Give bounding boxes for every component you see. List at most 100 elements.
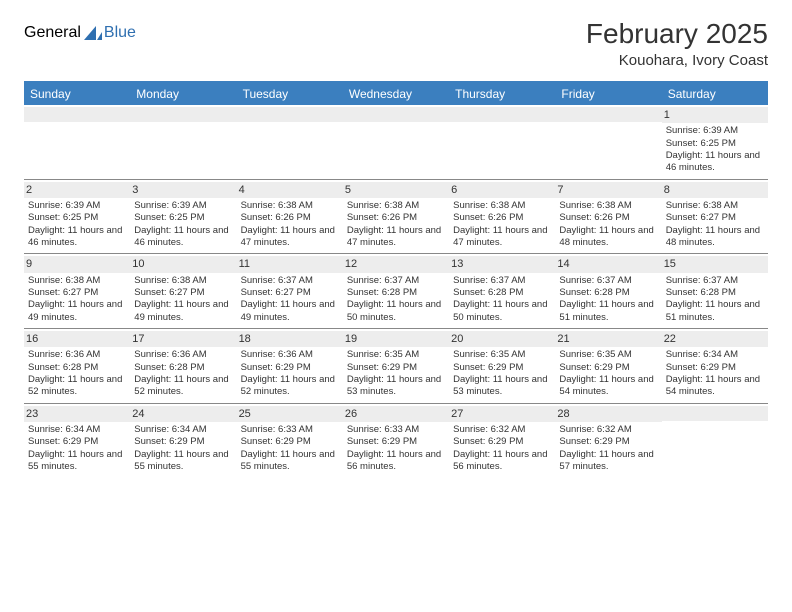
sunrise-text: Sunrise: 6:38 AM — [241, 200, 339, 212]
day-cell: 20Sunrise: 6:35 AMSunset: 6:29 PMDayligh… — [449, 329, 555, 403]
sunset-text: Sunset: 6:29 PM — [453, 362, 551, 374]
day-number: 18 — [237, 331, 343, 347]
sunset-text: Sunset: 6:28 PM — [559, 287, 657, 299]
sunset-text: Sunset: 6:26 PM — [453, 212, 551, 224]
day-cell — [555, 105, 661, 179]
day-cell: 3Sunrise: 6:39 AMSunset: 6:25 PMDaylight… — [130, 180, 236, 254]
sunset-text: Sunset: 6:28 PM — [666, 287, 764, 299]
day-number: 16 — [24, 331, 130, 347]
sunrise-text: Sunrise: 6:38 AM — [666, 200, 764, 212]
sunrise-text: Sunrise: 6:38 AM — [453, 200, 551, 212]
title-block: February 2025 Kouohara, Ivory Coast — [586, 18, 768, 69]
logo: General Blue — [24, 24, 136, 42]
week-row: 9Sunrise: 6:38 AMSunset: 6:27 PMDaylight… — [24, 253, 768, 328]
day-cell — [343, 105, 449, 179]
week-row: 2Sunrise: 6:39 AMSunset: 6:25 PMDaylight… — [24, 179, 768, 254]
daylight-text: Daylight: 11 hours and 50 minutes. — [347, 299, 445, 324]
sunset-text: Sunset: 6:29 PM — [241, 436, 339, 448]
sunrise-text: Sunrise: 6:39 AM — [134, 200, 232, 212]
day-number: 5 — [343, 182, 449, 198]
day-number: 28 — [555, 406, 661, 422]
sunrise-text: Sunrise: 6:34 AM — [666, 349, 764, 361]
day-cell: 15Sunrise: 6:37 AMSunset: 6:28 PMDayligh… — [662, 254, 768, 328]
sunset-text: Sunset: 6:29 PM — [666, 362, 764, 374]
day-cell: 14Sunrise: 6:37 AMSunset: 6:28 PMDayligh… — [555, 254, 661, 328]
daylight-text: Daylight: 11 hours and 53 minutes. — [347, 374, 445, 399]
day-cell: 12Sunrise: 6:37 AMSunset: 6:28 PMDayligh… — [343, 254, 449, 328]
sunset-text: Sunset: 6:29 PM — [559, 362, 657, 374]
day-header: Sunday — [24, 83, 130, 105]
day-header: Tuesday — [237, 83, 343, 105]
daylight-text: Daylight: 11 hours and 54 minutes. — [559, 374, 657, 399]
sunset-text: Sunset: 6:25 PM — [28, 212, 126, 224]
location: Kouohara, Ivory Coast — [586, 52, 768, 69]
day-number — [555, 107, 661, 122]
daylight-text: Daylight: 11 hours and 52 minutes. — [241, 374, 339, 399]
sunrise-text: Sunrise: 6:36 AM — [28, 349, 126, 361]
day-cell — [449, 105, 555, 179]
week-row: 1Sunrise: 6:39 AMSunset: 6:25 PMDaylight… — [24, 105, 768, 179]
sunrise-text: Sunrise: 6:38 AM — [134, 275, 232, 287]
day-cell: 6Sunrise: 6:38 AMSunset: 6:26 PMDaylight… — [449, 180, 555, 254]
day-number: 15 — [662, 256, 768, 272]
day-number: 26 — [343, 406, 449, 422]
day-cell: 8Sunrise: 6:38 AMSunset: 6:27 PMDaylight… — [662, 180, 768, 254]
day-header: Thursday — [449, 83, 555, 105]
sunset-text: Sunset: 6:28 PM — [28, 362, 126, 374]
daylight-text: Daylight: 11 hours and 46 minutes. — [666, 150, 764, 175]
daylight-text: Daylight: 11 hours and 54 minutes. — [666, 374, 764, 399]
sunrise-text: Sunrise: 6:35 AM — [453, 349, 551, 361]
sunrise-text: Sunrise: 6:36 AM — [134, 349, 232, 361]
day-number: 19 — [343, 331, 449, 347]
sunset-text: Sunset: 6:29 PM — [347, 362, 445, 374]
sunset-text: Sunset: 6:26 PM — [559, 212, 657, 224]
day-number — [130, 107, 236, 122]
week-row: 16Sunrise: 6:36 AMSunset: 6:28 PMDayligh… — [24, 328, 768, 403]
day-header: Friday — [555, 83, 661, 105]
daylight-text: Daylight: 11 hours and 55 minutes. — [28, 449, 126, 474]
day-cell: 23Sunrise: 6:34 AMSunset: 6:29 PMDayligh… — [24, 404, 130, 478]
daylight-text: Daylight: 11 hours and 56 minutes. — [347, 449, 445, 474]
day-number: 4 — [237, 182, 343, 198]
sunrise-text: Sunrise: 6:35 AM — [559, 349, 657, 361]
day-header: Monday — [130, 83, 236, 105]
day-cell: 24Sunrise: 6:34 AMSunset: 6:29 PMDayligh… — [130, 404, 236, 478]
day-number — [237, 107, 343, 122]
day-cell: 4Sunrise: 6:38 AMSunset: 6:26 PMDaylight… — [237, 180, 343, 254]
daylight-text: Daylight: 11 hours and 47 minutes. — [453, 225, 551, 250]
day-cell — [24, 105, 130, 179]
sunrise-text: Sunrise: 6:37 AM — [559, 275, 657, 287]
sunset-text: Sunset: 6:29 PM — [347, 436, 445, 448]
day-number: 3 — [130, 182, 236, 198]
day-cell: 18Sunrise: 6:36 AMSunset: 6:29 PMDayligh… — [237, 329, 343, 403]
daylight-text: Daylight: 11 hours and 52 minutes. — [134, 374, 232, 399]
day-number: 1 — [662, 107, 768, 123]
sunrise-text: Sunrise: 6:37 AM — [453, 275, 551, 287]
sunset-text: Sunset: 6:29 PM — [559, 436, 657, 448]
day-number: 8 — [662, 182, 768, 198]
daylight-text: Daylight: 11 hours and 57 minutes. — [559, 449, 657, 474]
sunrise-text: Sunrise: 6:39 AM — [666, 125, 764, 137]
day-cell — [662, 404, 768, 478]
month-title: February 2025 — [586, 18, 768, 50]
sunset-text: Sunset: 6:29 PM — [134, 436, 232, 448]
sunset-text: Sunset: 6:25 PM — [134, 212, 232, 224]
sunrise-text: Sunrise: 6:39 AM — [28, 200, 126, 212]
sunset-text: Sunset: 6:29 PM — [28, 436, 126, 448]
day-number: 14 — [555, 256, 661, 272]
daylight-text: Daylight: 11 hours and 49 minutes. — [241, 299, 339, 324]
daylight-text: Daylight: 11 hours and 53 minutes. — [453, 374, 551, 399]
page-header: General Blue February 2025 Kouohara, Ivo… — [24, 18, 768, 69]
day-number: 13 — [449, 256, 555, 272]
day-number: 12 — [343, 256, 449, 272]
daylight-text: Daylight: 11 hours and 47 minutes. — [241, 225, 339, 250]
day-cell: 21Sunrise: 6:35 AMSunset: 6:29 PMDayligh… — [555, 329, 661, 403]
daylight-text: Daylight: 11 hours and 52 minutes. — [28, 374, 126, 399]
day-number: 7 — [555, 182, 661, 198]
daylight-text: Daylight: 11 hours and 55 minutes. — [241, 449, 339, 474]
day-cell: 2Sunrise: 6:39 AMSunset: 6:25 PMDaylight… — [24, 180, 130, 254]
day-cell: 5Sunrise: 6:38 AMSunset: 6:26 PMDaylight… — [343, 180, 449, 254]
day-cell: 1Sunrise: 6:39 AMSunset: 6:25 PMDaylight… — [662, 105, 768, 179]
sunset-text: Sunset: 6:29 PM — [453, 436, 551, 448]
day-number — [449, 107, 555, 122]
